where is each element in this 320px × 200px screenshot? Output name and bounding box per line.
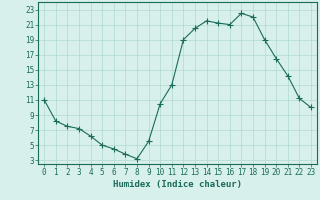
X-axis label: Humidex (Indice chaleur): Humidex (Indice chaleur): [113, 180, 242, 189]
